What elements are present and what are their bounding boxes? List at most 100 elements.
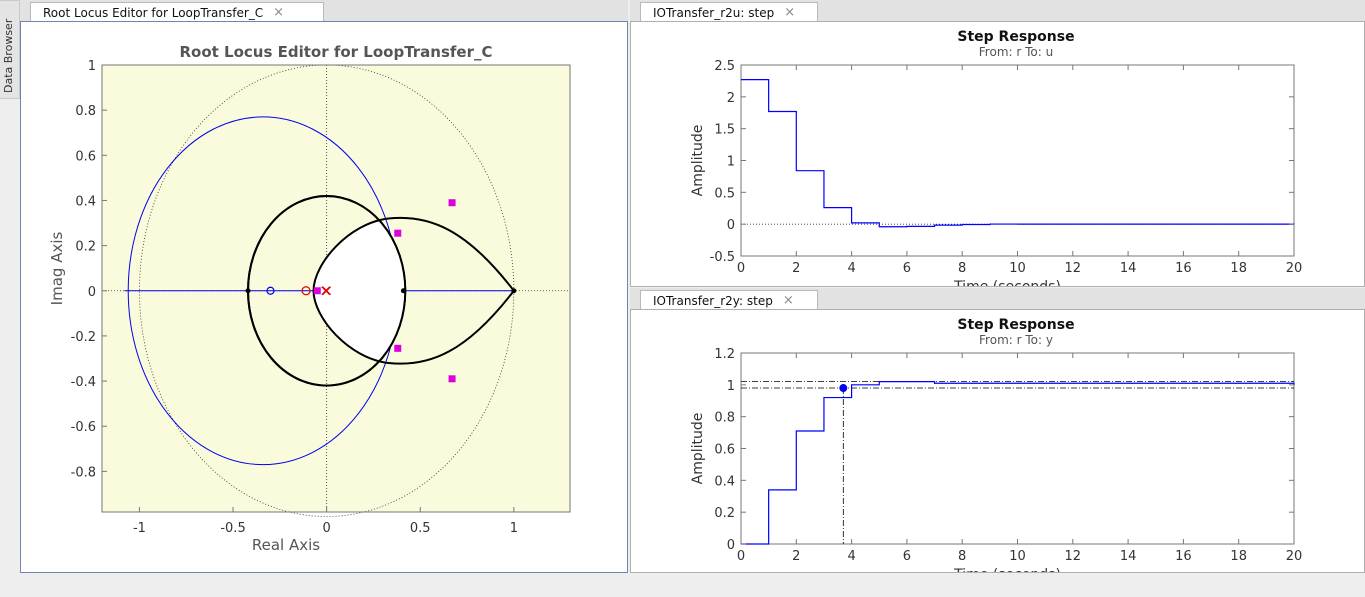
y-tick-label: -0.8: [71, 465, 96, 480]
root-locus-content: Root Locus Editor for LoopTransfer_C -1 -0…: [20, 21, 628, 573]
x-tick-label: 20: [1286, 261, 1303, 276]
data-browser-label: Data Browser: [2, 18, 15, 93]
x-tick-label: 10: [1009, 549, 1026, 564]
data-browser-tab[interactable]: Data Browser: [0, 0, 20, 99]
closed-loop-pole-2: [448, 199, 456, 207]
y-tick-label: 1: [727, 379, 735, 394]
closed-loop-pole-4: [313, 287, 321, 295]
y-tick-label: 0: [88, 285, 96, 300]
plot-frame: [740, 352, 1295, 545]
step-r2y-panel: IOTransfer_r2y: step × Step Response From…: [630, 288, 1365, 574]
x-tick-label: -1: [133, 521, 146, 536]
x-tick-label: 18: [1230, 261, 1247, 276]
chart-title: Step Response: [957, 29, 1074, 45]
x-tick-label: 6: [903, 549, 911, 564]
y-tick-label: 2.5: [714, 59, 735, 74]
x-tick-label: 0: [737, 261, 745, 276]
x-tick-label: 20: [1286, 549, 1303, 564]
x-tick-label: 0: [737, 549, 745, 564]
y-tick-label: 0.6: [714, 443, 735, 458]
root-locus-chart[interactable]: Root Locus Editor for LoopTransfer_C -1 -0…: [21, 22, 627, 572]
x-tick-label: 4: [847, 261, 855, 276]
x-axis-label: Time (seconds): [953, 279, 1061, 286]
x-tick-label: 0.5: [410, 521, 431, 536]
tab-step-r2y-label: IOTransfer_r2y: step: [653, 293, 773, 308]
y-tick-label: -0.5: [710, 250, 735, 265]
x-tick-label: 16: [1175, 549, 1192, 564]
x-tick-label: 18: [1230, 549, 1247, 564]
x-tick-label: -0.5: [220, 521, 245, 536]
y-tick-label: 0.4: [714, 474, 735, 489]
y-tick-label: 2: [727, 91, 735, 106]
y-tick-label: 1: [88, 59, 96, 74]
x-tick-label: 8: [958, 261, 966, 276]
y-axis-label: Amplitude: [690, 413, 706, 485]
tab-step-r2u-label: IOTransfer_r2u: step: [653, 5, 775, 20]
x-tick-label: 8: [958, 549, 966, 564]
tab-step-r2y[interactable]: IOTransfer_r2y: step ×: [640, 290, 818, 310]
close-icon[interactable]: ×: [273, 4, 285, 20]
y-axis-label: Imag Axis: [48, 231, 66, 305]
step-response-line: [741, 381, 1295, 545]
breakpoint-2: [511, 288, 517, 294]
y-axis-label: Amplitude: [690, 125, 706, 197]
tab-root-locus-label: Root Locus Editor for LoopTransfer_C: [43, 5, 264, 20]
x-tick-label: 12: [1065, 261, 1082, 276]
y-tick-label: 0.2: [75, 240, 96, 255]
tab-step-r2u[interactable]: IOTransfer_r2u: step ×: [640, 2, 818, 22]
root-locus-panel: Root Locus Editor for LoopTransfer_C × R…: [20, 0, 628, 574]
close-icon[interactable]: ×: [784, 4, 796, 20]
x-tick-label: 2: [792, 549, 800, 564]
y-tick-label: 1.2: [714, 347, 735, 362]
step-r2u-content: Step Response From: r To: u 0 2 4 6 8 10 12 14 16 1…: [630, 21, 1365, 287]
breakpoint-1: [400, 288, 406, 294]
y-tick-label: 0.5: [714, 186, 735, 201]
y-tick-label: 0.8: [75, 104, 96, 119]
x-tick-label: 14: [1120, 261, 1137, 276]
breakpoint-0: [245, 288, 251, 294]
x-tick-label: 12: [1065, 549, 1082, 564]
chart-subtitle: From: r To: y: [979, 333, 1053, 347]
y-tick-label: 0.6: [75, 149, 96, 164]
y-tick-label: 0.4: [75, 194, 96, 209]
closed-loop-pole-3: [448, 375, 456, 383]
x-axis-label: Real Axis: [252, 536, 320, 554]
step-r2u-panel: IOTransfer_r2u: step × Step Response From…: [630, 0, 1365, 288]
chart-title: Step Response: [957, 317, 1074, 333]
y-tick-label: 0.8: [714, 411, 735, 426]
x-tick-label: 4: [847, 549, 855, 564]
locus-interior: [313, 217, 406, 364]
plot-frame: [740, 64, 1295, 257]
open-loop-pole-1: [321, 286, 331, 296]
y-tick-label: -0.2: [71, 330, 96, 345]
y-tick-label: 0.2: [714, 506, 735, 521]
y-tick-label: 1: [727, 155, 735, 170]
step-response-line: [741, 79, 1295, 228]
x-tick-label: 6: [903, 261, 911, 276]
closed-loop-pole-0: [394, 229, 402, 237]
black-locus-teardrop: [312, 216, 516, 365]
tab-root-locus-editor[interactable]: Root Locus Editor for LoopTransfer_C ×: [30, 2, 324, 22]
x-tick-label: 14: [1120, 549, 1137, 564]
x-tick-label: 0: [322, 521, 330, 536]
plot-frame: [101, 64, 571, 513]
plant-zero-marker: [266, 286, 275, 295]
chart-subtitle: From: r To: u: [979, 45, 1053, 59]
x-tick-label: 1: [510, 521, 518, 536]
x-axis-label: Time (seconds): [953, 567, 1061, 572]
x-tick-label: 10: [1009, 261, 1026, 276]
chart-title: Root Locus Editor for LoopTransfer_C: [179, 43, 492, 61]
settling-time-marker: [839, 384, 848, 393]
x-tick-label: 16: [1175, 261, 1192, 276]
step-r2y-content: Step Response From: r To: y 0 2 4 6 8 10 12 14 16 1…: [630, 309, 1365, 573]
controller-zero-marker: [301, 286, 311, 296]
x-tick-label: 2: [792, 261, 800, 276]
y-tick-label: -0.6: [71, 420, 96, 435]
y-tick-label: -0.4: [71, 375, 96, 390]
y-tick-label: 0: [727, 218, 735, 233]
y-tick-label: 1.5: [714, 123, 735, 138]
y-tick-label: 0: [727, 538, 735, 553]
close-icon[interactable]: ×: [782, 292, 794, 308]
